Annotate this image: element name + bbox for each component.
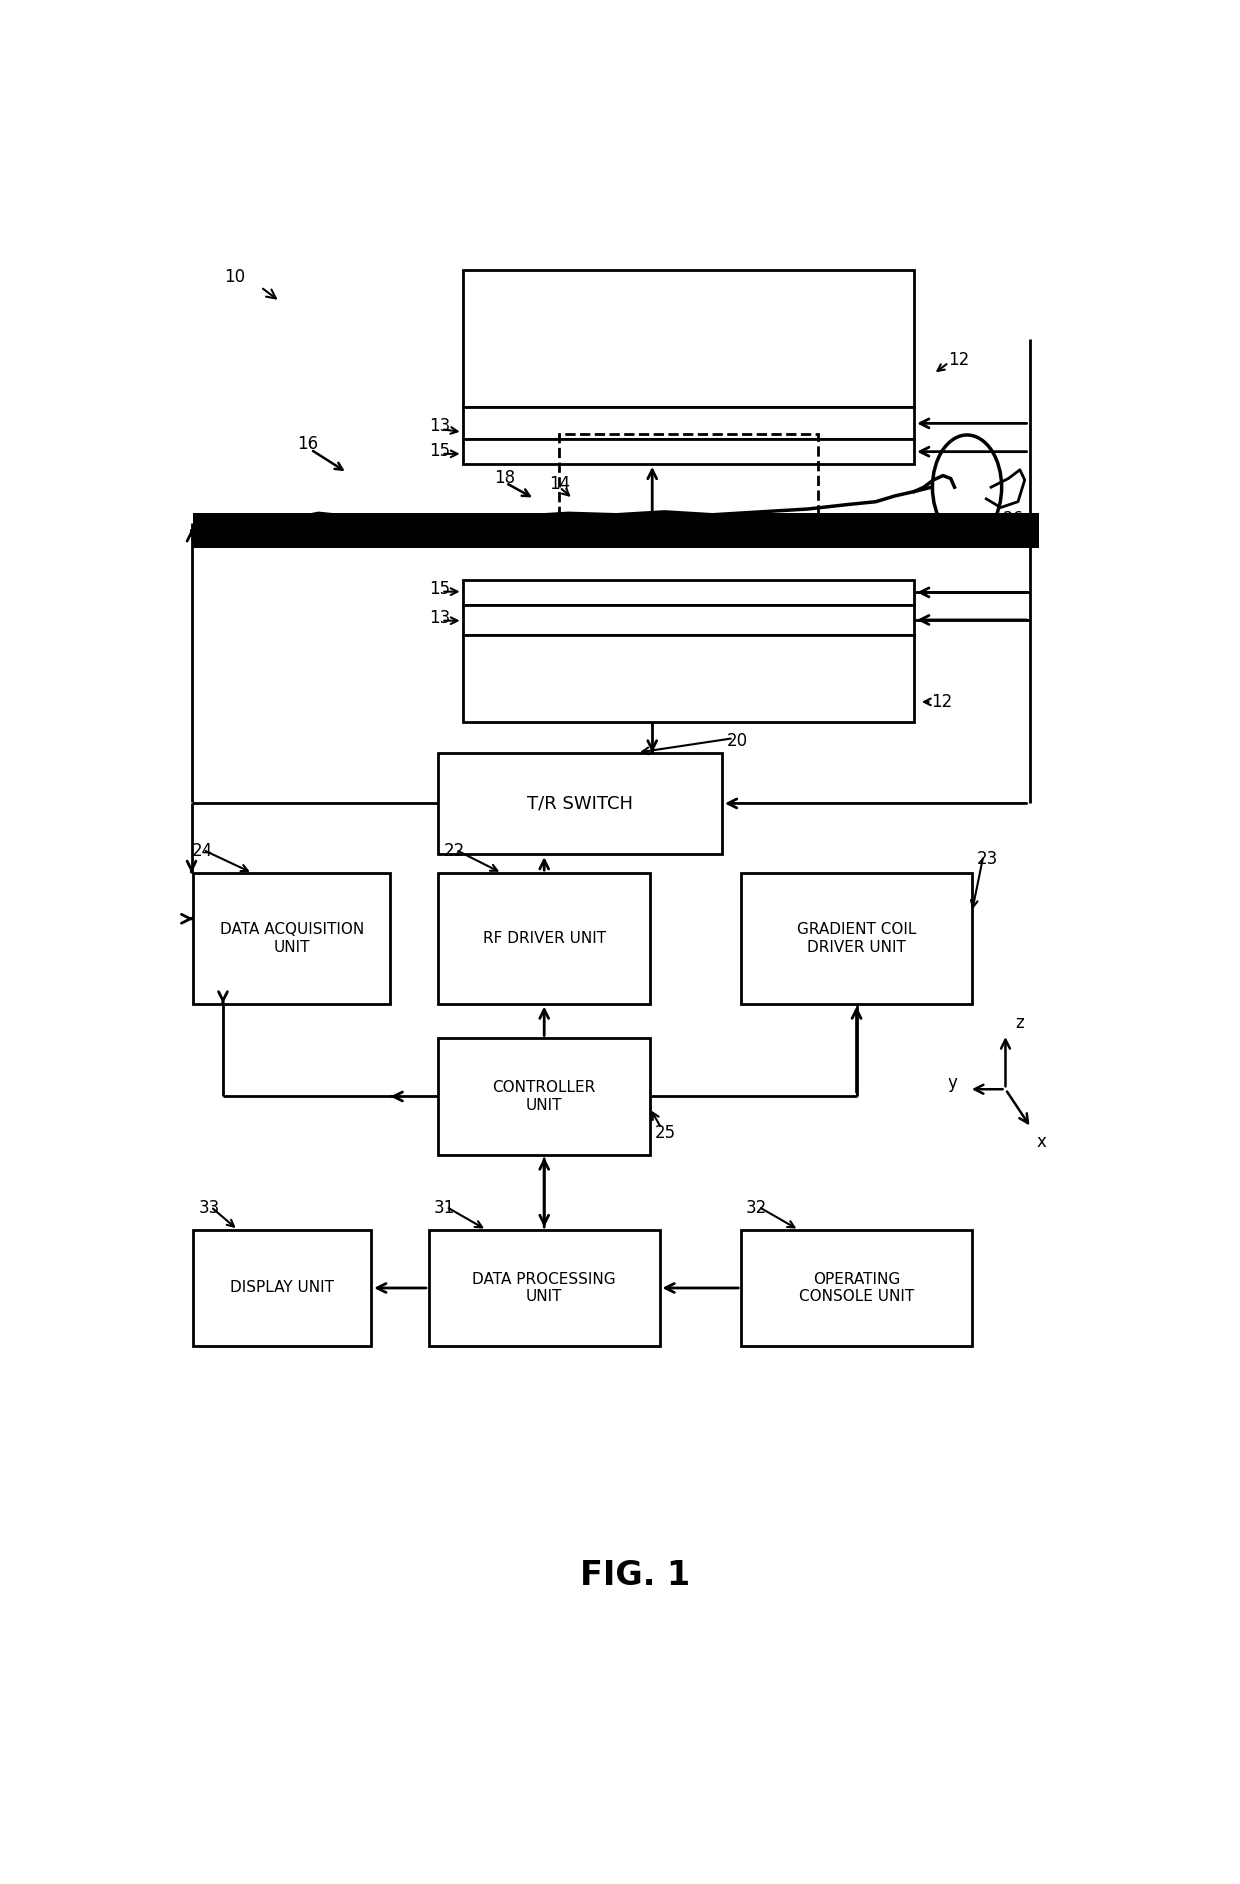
Bar — [193, 512, 1039, 548]
Text: CONTROLLER
UNIT: CONTROLLER UNIT — [492, 1080, 596, 1113]
Text: 23: 23 — [977, 850, 998, 867]
Text: 10: 10 — [224, 268, 246, 286]
Text: x: x — [1037, 1134, 1047, 1151]
Text: RF DRIVER UNIT: RF DRIVER UNIT — [482, 931, 606, 946]
Text: 24: 24 — [191, 842, 212, 861]
Text: 31: 31 — [434, 1200, 455, 1217]
Text: 18: 18 — [495, 469, 516, 488]
Bar — [463, 269, 914, 407]
Text: 32: 32 — [746, 1200, 768, 1217]
Text: DATA ACQUISITION
UNIT: DATA ACQUISITION UNIT — [219, 921, 365, 955]
Text: 15: 15 — [429, 580, 450, 597]
Bar — [463, 407, 914, 439]
Text: T/R SWITCH: T/R SWITCH — [527, 795, 634, 812]
Text: 15: 15 — [429, 443, 450, 460]
Text: DISPLAY UNIT: DISPLAY UNIT — [231, 1281, 335, 1296]
Text: 14: 14 — [549, 475, 570, 494]
Bar — [429, 1230, 660, 1345]
Bar — [439, 872, 650, 1004]
Text: 12: 12 — [947, 350, 970, 369]
Text: 13: 13 — [429, 416, 450, 435]
Text: GRADIENT COIL
DRIVER UNIT: GRADIENT COIL DRIVER UNIT — [797, 921, 916, 955]
Bar — [439, 1038, 650, 1155]
Text: 12: 12 — [931, 693, 952, 710]
Text: FIG. 1: FIG. 1 — [580, 1558, 691, 1592]
Text: OPERATING
CONSOLE UNIT: OPERATING CONSOLE UNIT — [799, 1272, 914, 1304]
Bar — [193, 1230, 371, 1345]
Bar — [463, 605, 914, 635]
Bar — [439, 754, 722, 853]
Bar — [463, 439, 914, 463]
Text: DATA PROCESSING
UNIT: DATA PROCESSING UNIT — [472, 1272, 616, 1304]
Text: y: y — [947, 1074, 957, 1093]
Bar — [193, 872, 391, 1004]
Text: 25: 25 — [655, 1123, 676, 1142]
Bar — [742, 872, 972, 1004]
Text: 26: 26 — [1003, 511, 1024, 528]
Text: 20: 20 — [727, 733, 748, 750]
Text: 13: 13 — [429, 609, 450, 627]
Bar — [742, 1230, 972, 1345]
Bar — [558, 433, 818, 520]
Bar — [463, 580, 914, 605]
Text: 22: 22 — [444, 842, 465, 861]
Bar — [463, 635, 914, 722]
Text: z: z — [1016, 1014, 1024, 1032]
Text: 16: 16 — [298, 435, 319, 452]
Text: 33: 33 — [198, 1200, 219, 1217]
